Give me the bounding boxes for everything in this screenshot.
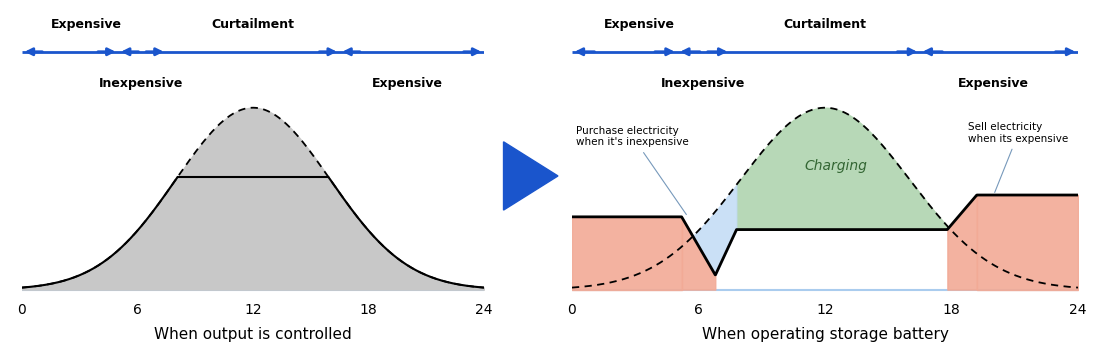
Text: Expensive: Expensive [604,18,674,31]
Text: Expensive: Expensive [51,18,122,31]
Text: When operating storage battery: When operating storage battery [702,327,948,342]
Text: Expensive: Expensive [958,77,1030,90]
Text: Charging: Charging [804,159,867,173]
Text: Curtailment: Curtailment [211,18,295,31]
Text: Inexpensive: Inexpensive [99,77,184,90]
Text: Expensive: Expensive [372,77,442,90]
Text: Purchase electricity
when it's inexpensive: Purchase electricity when it's inexpensi… [576,126,689,215]
Text: Curtailment: Curtailment [783,18,867,31]
Polygon shape [504,142,558,210]
Text: When output is controlled: When output is controlled [154,327,352,342]
Text: Sell electricity
when its expensive: Sell electricity when its expensive [968,122,1068,193]
Text: Inexpensive: Inexpensive [660,77,745,90]
